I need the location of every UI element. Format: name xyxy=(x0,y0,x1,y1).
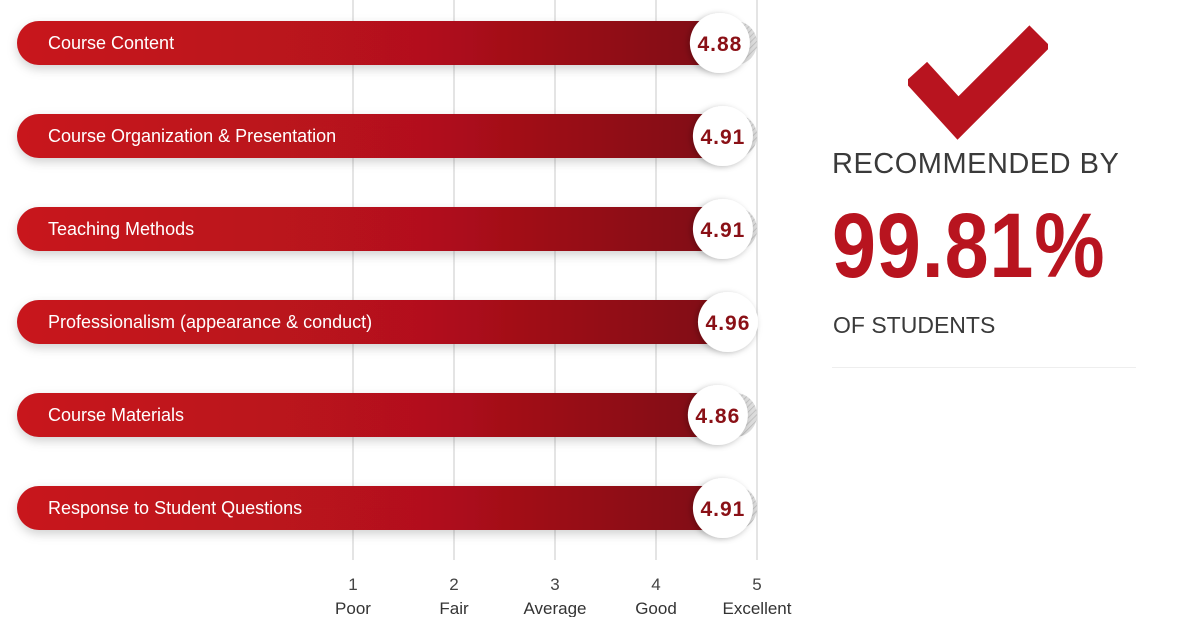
score-badge xyxy=(697,292,758,352)
recommended-subtitle: OF STUDENTS xyxy=(833,312,996,338)
tick-label: Poor xyxy=(335,599,371,617)
bar-label: Response to Student Questions xyxy=(48,498,302,518)
score-value: 4.91 xyxy=(700,219,745,242)
score-badge xyxy=(689,13,750,73)
recommended-percentage: 99.81% xyxy=(832,195,1106,297)
tick-label: Excellent xyxy=(723,599,792,617)
recommendation-panel: RECOMMENDED BY 99.81% OF STUDENTS xyxy=(832,0,1152,617)
tick-number: 4 xyxy=(651,575,660,594)
bar-row: Professionalism (appearance & conduct) 4.… xyxy=(17,292,758,352)
tick-number: 3 xyxy=(550,575,559,594)
score-value: 4.96 xyxy=(706,312,751,335)
score-badge xyxy=(692,106,753,166)
bar xyxy=(17,393,743,437)
tick-label: Average xyxy=(523,599,586,617)
bar-label: Course Content xyxy=(48,33,174,53)
bar xyxy=(17,207,748,251)
tick-number: 2 xyxy=(449,575,458,594)
bar-label: Course Materials xyxy=(48,405,184,425)
score-value: 4.86 xyxy=(695,405,740,428)
bar xyxy=(17,486,748,530)
score-value: 4.91 xyxy=(700,126,745,149)
bar xyxy=(17,114,748,158)
score-value: 4.91 xyxy=(700,498,745,521)
bar-row: Course Materials 4.86 xyxy=(17,385,757,445)
grid-lines xyxy=(352,0,758,560)
bar xyxy=(17,300,753,344)
bars: Course Content 4.88 Course Organization & … xyxy=(17,13,758,538)
divider xyxy=(832,367,1136,368)
bar xyxy=(17,21,745,65)
ratings-chart: Course Content 4.88 Course Organization & … xyxy=(17,0,792,617)
bar-label: Course Organization & Presentation xyxy=(48,126,336,146)
bar-row: Course Content 4.88 xyxy=(17,13,757,73)
tick-label: Fair xyxy=(439,599,469,617)
score-badge xyxy=(692,478,753,538)
score-value: 4.88 xyxy=(697,33,742,56)
x-axis: 1 Poor 2 Fair 3 Average 4 Good 5 Excellent xyxy=(335,575,792,617)
tick-label: Good xyxy=(635,599,677,617)
tick-number: 1 xyxy=(348,575,357,594)
recommended-title: RECOMMENDED BY xyxy=(832,148,1120,180)
checkmark-icon xyxy=(904,20,1051,140)
bar-row: Course Organization & Presentation 4.91 xyxy=(17,106,757,166)
score-badge xyxy=(687,385,748,445)
bar-row: Teaching Methods 4.91 xyxy=(17,199,757,259)
tick-number: 5 xyxy=(752,575,761,594)
bar-label: Professionalism (appearance & conduct) xyxy=(48,312,372,332)
bar-row: Response to Student Questions 4.91 xyxy=(17,478,757,538)
score-badge xyxy=(692,199,753,259)
bar-label: Teaching Methods xyxy=(48,219,194,239)
